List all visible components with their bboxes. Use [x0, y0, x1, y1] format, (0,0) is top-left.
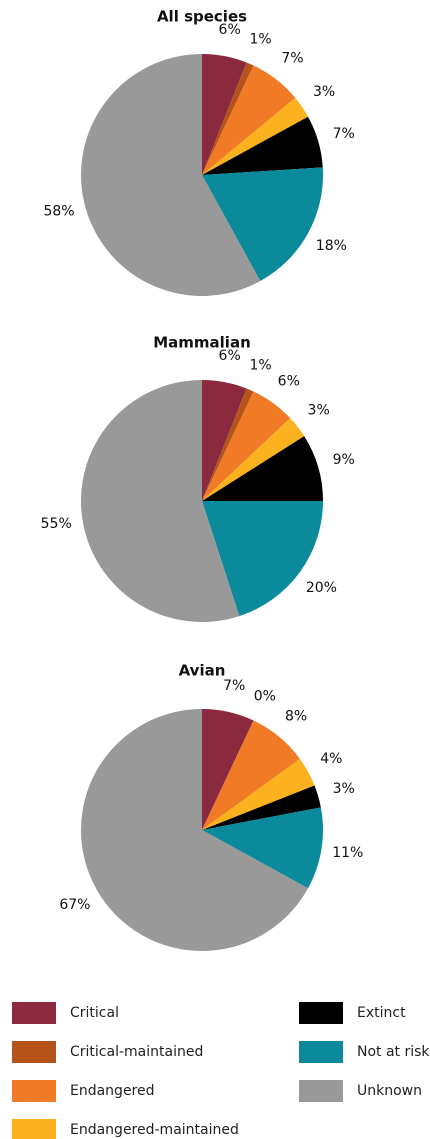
slice-label: 58% [43, 204, 74, 220]
pie-slice [202, 167, 323, 282]
pie-slice [202, 97, 309, 175]
slice-label: 3% [333, 781, 355, 797]
slice-label: 67% [59, 897, 90, 913]
chart-title: Avian [179, 662, 226, 680]
slice-label: 6% [278, 374, 300, 390]
slice-label: 7% [333, 126, 355, 142]
legend-label: Critical [70, 1005, 119, 1021]
legend-swatch [299, 1080, 343, 1102]
pie-slice [202, 501, 323, 617]
legend-label: Endangered-maintained [70, 1122, 239, 1138]
slice-label: 11% [332, 845, 363, 861]
legend-swatch [12, 1119, 56, 1139]
pie-slice [202, 54, 247, 175]
legend-swatch [12, 1002, 56, 1024]
chart-title: Mammalian [153, 334, 251, 352]
slice-label: 1% [250, 32, 272, 48]
slice-label: 6% [219, 22, 241, 38]
pie-slice [202, 418, 305, 501]
legend-swatch [299, 1002, 343, 1024]
slice-label: 0% [254, 688, 276, 704]
slice-label: 9% [333, 452, 355, 468]
pie-slice [202, 436, 323, 501]
slice-label: 3% [313, 84, 335, 100]
pie-slice [80, 380, 240, 623]
chart-title: All species [157, 8, 247, 26]
slice-label: 1% [250, 358, 272, 374]
pie-slice [202, 391, 291, 501]
legend-label: Extinct [357, 1005, 406, 1021]
pie-slice [202, 709, 254, 830]
pie-slice [202, 380, 247, 501]
pie-slice [202, 62, 254, 176]
slice-label: 4% [320, 751, 342, 767]
pie-slice [202, 116, 323, 175]
pie-slice [202, 388, 254, 501]
pie-slice [202, 785, 321, 830]
legend-swatch [12, 1041, 56, 1063]
pie-slice [202, 807, 323, 889]
pie-slice [81, 709, 309, 951]
slice-label: 3% [308, 403, 330, 419]
legend-swatch [299, 1041, 343, 1063]
slice-label: 18% [316, 238, 347, 254]
legend-swatch [12, 1080, 56, 1102]
legend-label: Not at risk [357, 1044, 430, 1060]
slice-label: 20% [306, 580, 337, 596]
slice-label: 55% [41, 516, 72, 532]
pie-slice [80, 54, 261, 297]
slice-label: 8% [285, 708, 307, 724]
slice-label: 7% [281, 50, 303, 66]
pie-slice [202, 65, 296, 175]
pie-slice [202, 720, 300, 830]
legend-label: Endangered [70, 1083, 155, 1099]
slice-label: 6% [219, 348, 241, 364]
legend-label: Unknown [357, 1083, 422, 1099]
legend-label: Critical-maintained [70, 1044, 203, 1060]
pie-slice [202, 758, 315, 830]
slice-label: 7% [223, 678, 245, 694]
